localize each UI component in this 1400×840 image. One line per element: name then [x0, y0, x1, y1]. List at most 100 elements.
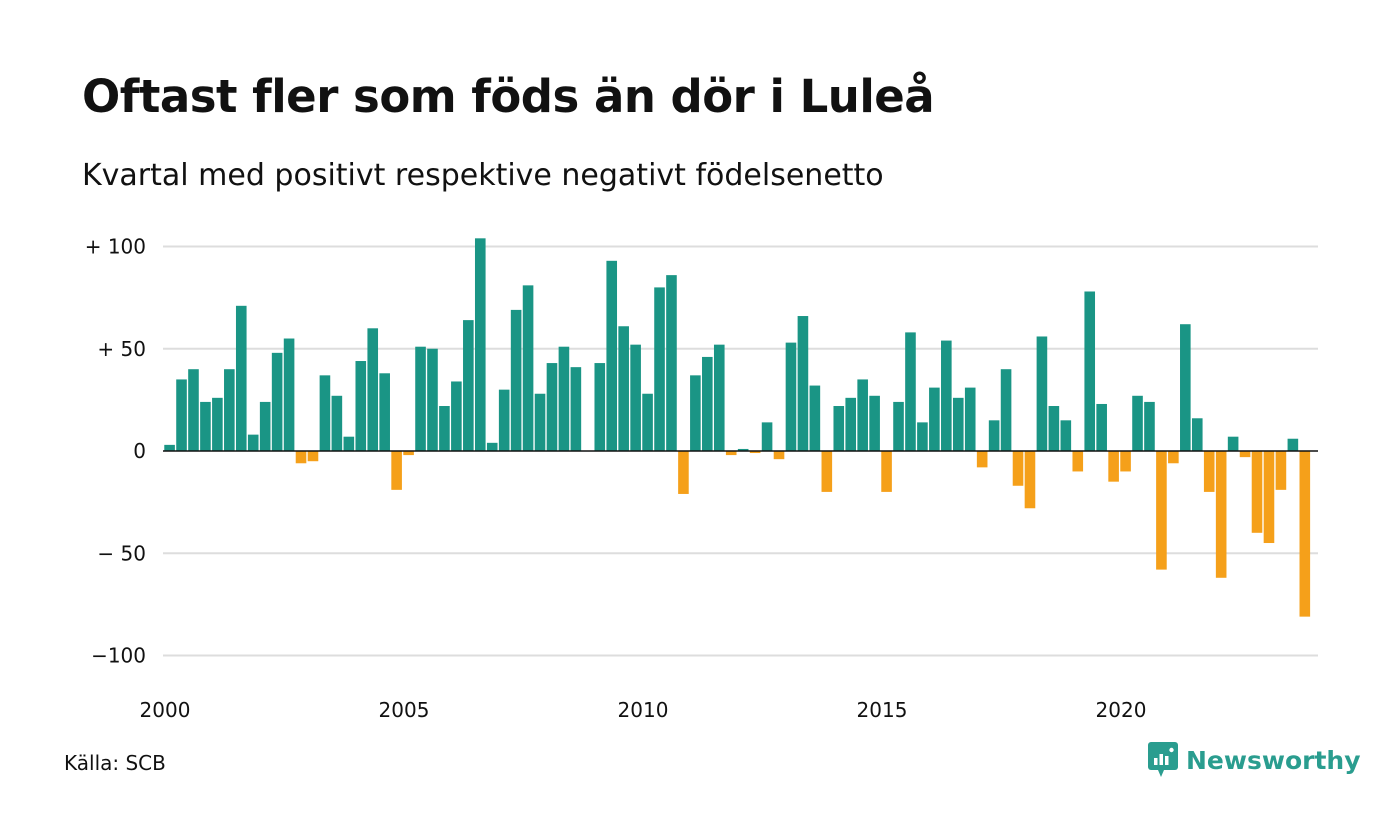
bar-positive [845, 397, 857, 451]
bar-negative [1108, 451, 1119, 482]
bar-positive [1180, 324, 1191, 451]
bar-positive [917, 422, 928, 451]
y-tick-label: + 100 [85, 235, 146, 259]
bar-negative [821, 451, 833, 492]
bar-positive [212, 397, 223, 451]
brand-logo: Newsworthy [1148, 742, 1361, 778]
bar-positive [1036, 336, 1048, 451]
bar-positive [893, 401, 904, 451]
bar-positive [642, 393, 653, 451]
newsworthy-logo-icon [1148, 742, 1178, 777]
bar-negative [1215, 451, 1227, 578]
bar-positive [1060, 420, 1072, 451]
bar-negative [1251, 451, 1263, 533]
bar-negative [307, 451, 319, 462]
bar-positive [964, 387, 976, 451]
source-note: Källa: SCB [64, 751, 166, 775]
bar-positive [570, 367, 582, 451]
bar-positive [343, 436, 355, 451]
grid-lines [163, 245, 1318, 657]
bar-positive [546, 363, 558, 451]
x-tick-label: 2015 [857, 698, 908, 722]
bar-negative [1275, 451, 1287, 490]
bar-positive [200, 401, 211, 451]
bar-positive [952, 397, 964, 451]
y-tick-label: −100 [91, 644, 146, 668]
bar-positive [498, 389, 510, 451]
bar-positive [1048, 406, 1060, 451]
bar-positive [690, 375, 701, 451]
bar-positive [415, 346, 426, 451]
bar-negative [1168, 451, 1179, 464]
bar-positive [367, 328, 379, 451]
bar-positive [666, 275, 677, 451]
bar-positive [702, 356, 713, 451]
bar-positive [379, 373, 390, 451]
bar-negative [391, 451, 402, 490]
bar-positive [1191, 418, 1203, 451]
bar-negative [403, 451, 414, 456]
bar-positive [654, 287, 665, 451]
x-axis-labels: 2000 2005 2010 2015 2020 [140, 698, 1147, 722]
brand-name: Newsworthy [1186, 745, 1361, 775]
bar-positive [486, 442, 498, 451]
bar-negative [1012, 451, 1024, 486]
bar-positive [905, 332, 916, 451]
bar-negative [773, 451, 785, 460]
bar-positive [558, 346, 570, 451]
bar-negative [749, 451, 761, 454]
bar-positive [451, 381, 462, 451]
chart-subtitle: Kvartal med positivt respektive negativt… [82, 158, 884, 193]
bar-positive [439, 406, 450, 451]
bar-positive [427, 348, 438, 451]
y-axis-labels: + 100 + 50 0 − 50 −100 [85, 235, 146, 668]
bar-positive [510, 309, 522, 451]
y-tick-label: + 50 [97, 337, 146, 361]
bar-positive [534, 393, 546, 451]
bar-negative [1203, 451, 1215, 492]
bar-positive [235, 305, 247, 451]
bar-negative [1156, 451, 1167, 570]
bar-positive [355, 361, 367, 451]
x-tick-label: 2005 [379, 698, 430, 722]
bar-positive [833, 406, 845, 451]
bar-negative [1024, 451, 1036, 509]
bar-positive [331, 395, 343, 451]
bar-negative [725, 451, 737, 456]
bar-positive [713, 344, 725, 451]
bar-positive [188, 369, 199, 451]
bar-chart: + 100 + 50 0 − 50 −100 2000 2005 2010 2015 2020 [85, 235, 1318, 722]
bar-positive [1132, 395, 1143, 451]
bar-positive [988, 420, 1000, 451]
x-tick-label: 2010 [618, 698, 669, 722]
chart-title: Oftast fler som föds än dör i Luleå [82, 70, 935, 123]
bar-negative [295, 451, 307, 464]
bar-positive [164, 444, 175, 451]
bar-positive [941, 340, 952, 451]
bar-negative [678, 451, 689, 494]
bar-positive [474, 238, 486, 451]
x-tick-label: 2000 [140, 698, 191, 722]
bar-negative [1239, 451, 1251, 458]
bar-positive [522, 285, 534, 451]
bar-negative [1263, 451, 1275, 544]
bar-positive [869, 395, 880, 451]
bar-positive [283, 338, 295, 451]
bar-positive [247, 434, 259, 451]
y-tick-label: 0 [133, 439, 146, 463]
bar-positive [929, 387, 940, 451]
bar-positive [271, 352, 283, 451]
bar-positive [1000, 369, 1012, 451]
bar-positive [785, 342, 797, 451]
bar-positive [797, 316, 809, 451]
bar-negative [881, 451, 892, 492]
bar-positive [761, 422, 773, 451]
bar-positive [594, 363, 606, 451]
bar-positive [630, 344, 641, 451]
bar-positive [618, 326, 629, 451]
bar-positive [737, 448, 749, 451]
y-tick-label: − 50 [97, 541, 146, 565]
bar-negative [1072, 451, 1084, 472]
bar-positive [857, 379, 868, 452]
bar-positive [809, 385, 821, 451]
